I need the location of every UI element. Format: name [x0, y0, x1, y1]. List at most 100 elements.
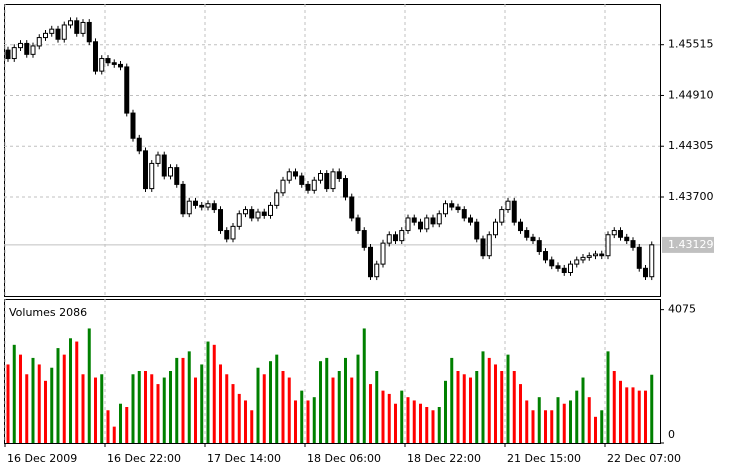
candle-body — [55, 28, 61, 40]
candle-body — [211, 203, 217, 211]
volume-bar — [475, 371, 479, 443]
candle-body — [336, 171, 342, 180]
volume-title: Volumes 2086 — [9, 306, 87, 319]
volume-bar — [394, 403, 397, 443]
volume-bar — [631, 387, 635, 443]
volume-bar — [400, 390, 404, 443]
candle-body — [549, 259, 555, 267]
volume-bar — [344, 357, 347, 443]
candle-body — [111, 62, 117, 65]
candle-body — [224, 230, 230, 240]
candle-body — [374, 263, 380, 278]
last-price-label: 1.43129 — [668, 238, 714, 251]
volume-bar — [262, 374, 266, 443]
candle-body — [61, 24, 67, 40]
candle-body — [180, 183, 186, 215]
candle-body — [161, 154, 167, 177]
candle-body — [318, 172, 323, 181]
x-tick-label: 21 Dec 15:00 — [507, 452, 581, 465]
candle-body — [255, 211, 261, 219]
candle-body — [230, 225, 236, 240]
volume-bar — [456, 371, 460, 443]
volume-bar — [444, 380, 447, 443]
candle-body — [368, 246, 373, 278]
volume-bar — [44, 380, 47, 443]
volume-bar — [556, 397, 560, 443]
candle-body — [136, 137, 142, 152]
candle-body — [636, 246, 642, 269]
candle-body — [411, 217, 417, 223]
x-tick-label: 18 Dec 06:00 — [307, 452, 381, 465]
volume-bar — [525, 400, 529, 443]
volume-bar — [156, 384, 160, 443]
candle-body — [80, 21, 86, 34]
volume-bar — [31, 357, 35, 443]
candle-body — [455, 206, 461, 211]
volume-bar — [600, 410, 604, 443]
candle-body — [343, 178, 348, 198]
candle-body — [574, 259, 580, 265]
volume-bar — [125, 407, 129, 443]
candle-body — [524, 230, 530, 238]
volume-bar — [312, 397, 316, 443]
volume-bar — [375, 371, 379, 443]
volume-bar — [369, 384, 372, 443]
volume-bar — [37, 364, 41, 443]
volume-bar — [269, 361, 272, 443]
volume-bar — [519, 384, 522, 443]
candle-body — [124, 66, 130, 114]
volume-bar — [244, 400, 247, 443]
candle-body — [74, 20, 80, 34]
candle-body — [599, 253, 605, 257]
volume-bar — [637, 390, 641, 443]
volume-bar — [644, 390, 647, 443]
volume-bar — [625, 387, 629, 443]
volume-bar — [537, 397, 541, 443]
volume-bar — [544, 410, 547, 443]
volume-bar — [100, 374, 104, 443]
volume-bar — [62, 354, 66, 443]
volume-bar — [181, 357, 185, 443]
candle-body — [543, 251, 548, 261]
volume-bar — [144, 371, 147, 443]
volume-bar — [75, 341, 79, 443]
volume-bar — [575, 390, 579, 443]
candle-body — [468, 217, 473, 223]
candle-body — [630, 240, 636, 248]
volume-bar — [506, 354, 510, 443]
candle-body — [530, 236, 536, 242]
volume-bar — [162, 377, 166, 443]
volume-bar — [412, 400, 416, 443]
volume-bar — [200, 364, 204, 443]
candle-body — [93, 41, 98, 72]
y-tick-label: 4075 — [668, 303, 696, 316]
volume-bar — [106, 410, 110, 443]
candle-body — [249, 209, 255, 219]
volume-bar — [419, 403, 422, 443]
candle-body — [49, 28, 55, 34]
candle-body — [43, 32, 48, 39]
candle-body — [436, 213, 442, 225]
candle-body — [324, 172, 330, 190]
volume-bar — [231, 384, 235, 443]
candle-body — [393, 234, 398, 242]
candle-body — [386, 234, 392, 244]
candle-body — [30, 45, 36, 55]
candle-body — [349, 196, 355, 219]
candle-body — [305, 183, 311, 191]
volume-bar — [650, 374, 654, 443]
candle-body — [561, 267, 567, 274]
candle-body — [186, 200, 192, 215]
volume-bar — [431, 410, 435, 443]
volume-bar — [587, 397, 591, 443]
candle-body — [24, 42, 30, 55]
candle-body — [449, 203, 455, 208]
volume-bar — [594, 416, 597, 443]
volume-bar — [12, 344, 16, 443]
volume-bar — [562, 403, 566, 443]
candle-body — [486, 234, 492, 257]
candle-body — [105, 58, 111, 64]
candle-body — [474, 221, 480, 240]
candle-body — [499, 209, 505, 223]
